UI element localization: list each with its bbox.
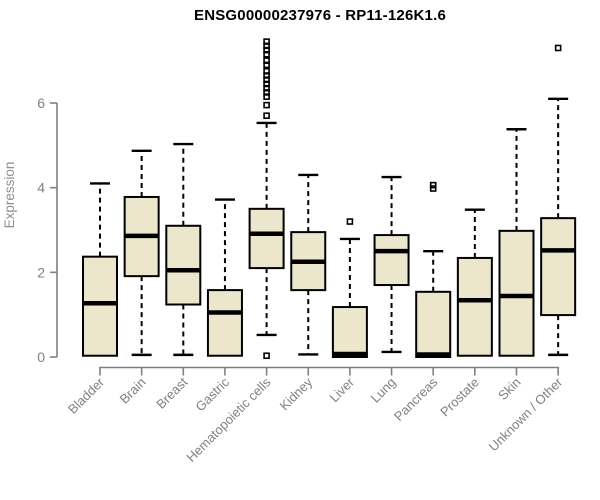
boxplot-pancreas	[415, 181, 452, 359]
outlier-point	[429, 185, 437, 192]
iqr-box	[540, 217, 577, 317]
x-tick-label: Breast	[153, 374, 190, 411]
x-tick-label: Bladder	[65, 374, 108, 417]
x-tick-label: Pancreas	[391, 374, 441, 424]
iqr-box	[165, 224, 202, 306]
y-axis-title: Expression	[2, 162, 17, 229]
outlier-point	[263, 67, 270, 75]
boxplot-kidney	[290, 173, 327, 356]
chart-title: ENSG00000237976 - RP11-126K1.6	[193, 7, 446, 24]
iqr-box	[206, 289, 243, 357]
iqr-box	[331, 306, 368, 358]
iqr-box	[248, 207, 285, 270]
x-tick-label: Kidney	[277, 374, 316, 413]
boxplot-lung	[373, 175, 410, 354]
outlier-point	[263, 101, 270, 109]
boxplot-liver	[331, 218, 368, 358]
outlier-point	[263, 57, 270, 64]
x-tick-label: Unknown / Other	[486, 374, 566, 454]
boxplot-brain	[123, 149, 160, 357]
y-tick-label: 2	[37, 264, 45, 280]
outlier-point	[263, 352, 270, 360]
x-tick-label: Prostate	[437, 375, 482, 420]
outlier-point	[429, 181, 437, 189]
y-tick-label: 6	[37, 95, 45, 111]
iqr-box	[82, 255, 118, 357]
x-tick-label: Liver	[326, 374, 357, 405]
iqr-box	[415, 290, 452, 359]
outlier-point	[346, 218, 354, 225]
y-tick-label: 0	[37, 349, 45, 365]
outlier-point	[263, 38, 270, 45]
boxplot-gastric	[206, 198, 243, 357]
boxplot-prostate	[456, 208, 493, 357]
x-tick-label: Lung	[368, 375, 399, 406]
outlier-point	[554, 44, 562, 52]
boxplot-skin	[498, 128, 535, 357]
x-tick-label: Skin	[495, 375, 523, 403]
outlier-point	[263, 112, 270, 120]
x-tick-label: Brain	[117, 375, 149, 407]
iqr-box	[456, 256, 493, 357]
boxplot-breast	[165, 142, 202, 357]
iqr-box	[373, 234, 410, 287]
iqr-box	[498, 229, 535, 357]
x-tick-label: Gastric	[192, 374, 232, 414]
boxplot-unknown-other	[540, 44, 577, 357]
y-tick-label: 4	[37, 180, 45, 196]
boxplot-bladder	[82, 182, 118, 357]
boxplot-hematopoietic-cells	[248, 38, 285, 360]
